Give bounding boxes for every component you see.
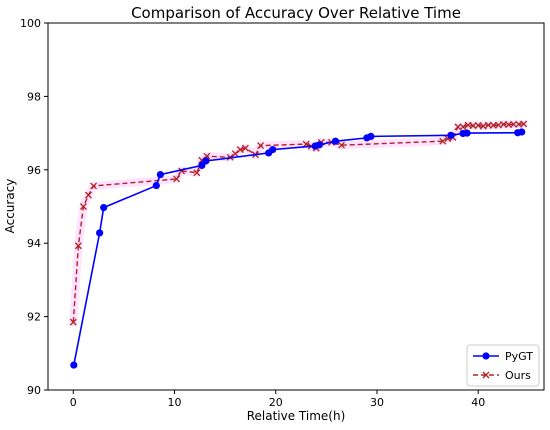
ours-point-marker xyxy=(90,182,98,190)
ours-marker-stroke xyxy=(520,120,528,128)
x-tick-label: 0 xyxy=(70,396,77,409)
ours-marker-stroke xyxy=(515,120,523,128)
ours-marker-stroke xyxy=(257,142,265,150)
ours-point-marker xyxy=(459,123,467,131)
chart-title: Comparison of Accuracy Over Relative Tim… xyxy=(131,4,461,22)
ours-point-marker xyxy=(74,242,82,250)
y-tick-label: 90 xyxy=(27,384,41,397)
ours-marker-stroke xyxy=(236,146,244,154)
axes-layer: 0 10 20 30 40 90 92 94 96 98 100 xyxy=(20,17,485,409)
y-tick-label: 98 xyxy=(27,90,41,103)
ours-marker-stroke xyxy=(494,121,502,129)
ours-point-marker xyxy=(479,122,487,130)
pygt-point-marker xyxy=(269,146,277,154)
legend: PyGT Ours xyxy=(466,344,540,387)
ours-point-marker xyxy=(85,191,92,199)
pygt-point-marker xyxy=(202,157,210,165)
series-ours xyxy=(69,119,528,327)
legend-item-pygt: PyGT xyxy=(473,350,533,363)
legend-ours-label: Ours xyxy=(505,369,531,382)
ours-marker-stroke xyxy=(454,123,462,131)
legend-pygt-label: PyGT xyxy=(505,350,533,363)
series-pygt xyxy=(70,128,526,369)
y-tick-label: 94 xyxy=(27,237,41,250)
pygt-point-marker xyxy=(315,141,323,149)
ours-marker-stroke xyxy=(90,182,98,190)
ours-confidence-band xyxy=(69,119,528,327)
ours-point-marker xyxy=(510,120,518,128)
ours-point-marker xyxy=(338,141,346,149)
ours-marker-stroke xyxy=(69,318,77,326)
pygt-point-marker xyxy=(518,128,526,136)
ours-point-marker xyxy=(241,144,249,152)
ours-series-line xyxy=(72,123,524,323)
ours-point-marker xyxy=(173,175,181,183)
ours-marker-stroke xyxy=(439,137,447,145)
ours-marker-stroke xyxy=(510,120,518,128)
ours-marker-stroke xyxy=(241,144,249,152)
ours-marker-stroke xyxy=(231,150,239,158)
ours-point-marker xyxy=(69,318,77,326)
y-tick-label: 100 xyxy=(20,17,41,30)
ours-point-marker xyxy=(236,146,244,154)
pygt-point-marker xyxy=(367,132,375,141)
ours-point-marker xyxy=(454,123,462,131)
ours-marker-stroke xyxy=(489,121,497,129)
legend-item-ours: Ours xyxy=(473,369,531,382)
data-layer xyxy=(69,119,528,369)
x-tick-label: 30 xyxy=(370,396,384,409)
pygt-point-marker xyxy=(152,181,160,190)
pygt-series-line xyxy=(73,131,522,366)
ours-point-marker xyxy=(257,142,265,150)
ours-marker-stroke xyxy=(459,123,467,131)
ours-marker-stroke xyxy=(469,122,477,130)
ours-marker-stroke xyxy=(505,121,513,129)
legend-pygt-marker xyxy=(482,352,490,360)
ours-marker-stroke xyxy=(74,242,82,250)
pygt-point-marker xyxy=(447,131,455,139)
ours-point-marker xyxy=(520,120,528,128)
y-tick-label: 96 xyxy=(27,164,41,177)
ours-marker-stroke xyxy=(338,141,346,149)
ours-marker-stroke xyxy=(79,203,87,210)
plot-frame xyxy=(47,22,545,391)
ours-marker-stroke xyxy=(173,175,181,183)
legend-ours-marker xyxy=(482,371,490,379)
x-tick-label: 20 xyxy=(269,396,283,409)
ours-marker-stroke xyxy=(479,122,487,130)
pygt-point-marker xyxy=(100,204,108,212)
pygt-point-marker xyxy=(70,361,78,369)
y-axis-label: Accuracy xyxy=(3,179,17,234)
pygt-point-marker xyxy=(156,170,164,179)
pygt-point-marker xyxy=(463,129,471,137)
pygt-point-marker xyxy=(331,137,340,145)
x-axis-label: Relative Time(h) xyxy=(247,409,346,423)
pygt-point-marker xyxy=(96,229,104,237)
y-tick-label: 92 xyxy=(27,311,41,324)
ours-marker-stroke xyxy=(193,169,201,177)
ours-point-marker xyxy=(193,169,201,177)
x-tick-label: 40 xyxy=(471,396,485,409)
ours-point-marker xyxy=(79,203,87,210)
ours-marker-stroke xyxy=(85,191,92,199)
ours-point-marker xyxy=(231,150,239,158)
ours-point-marker xyxy=(439,137,447,145)
x-tick-label: 10 xyxy=(168,396,182,409)
